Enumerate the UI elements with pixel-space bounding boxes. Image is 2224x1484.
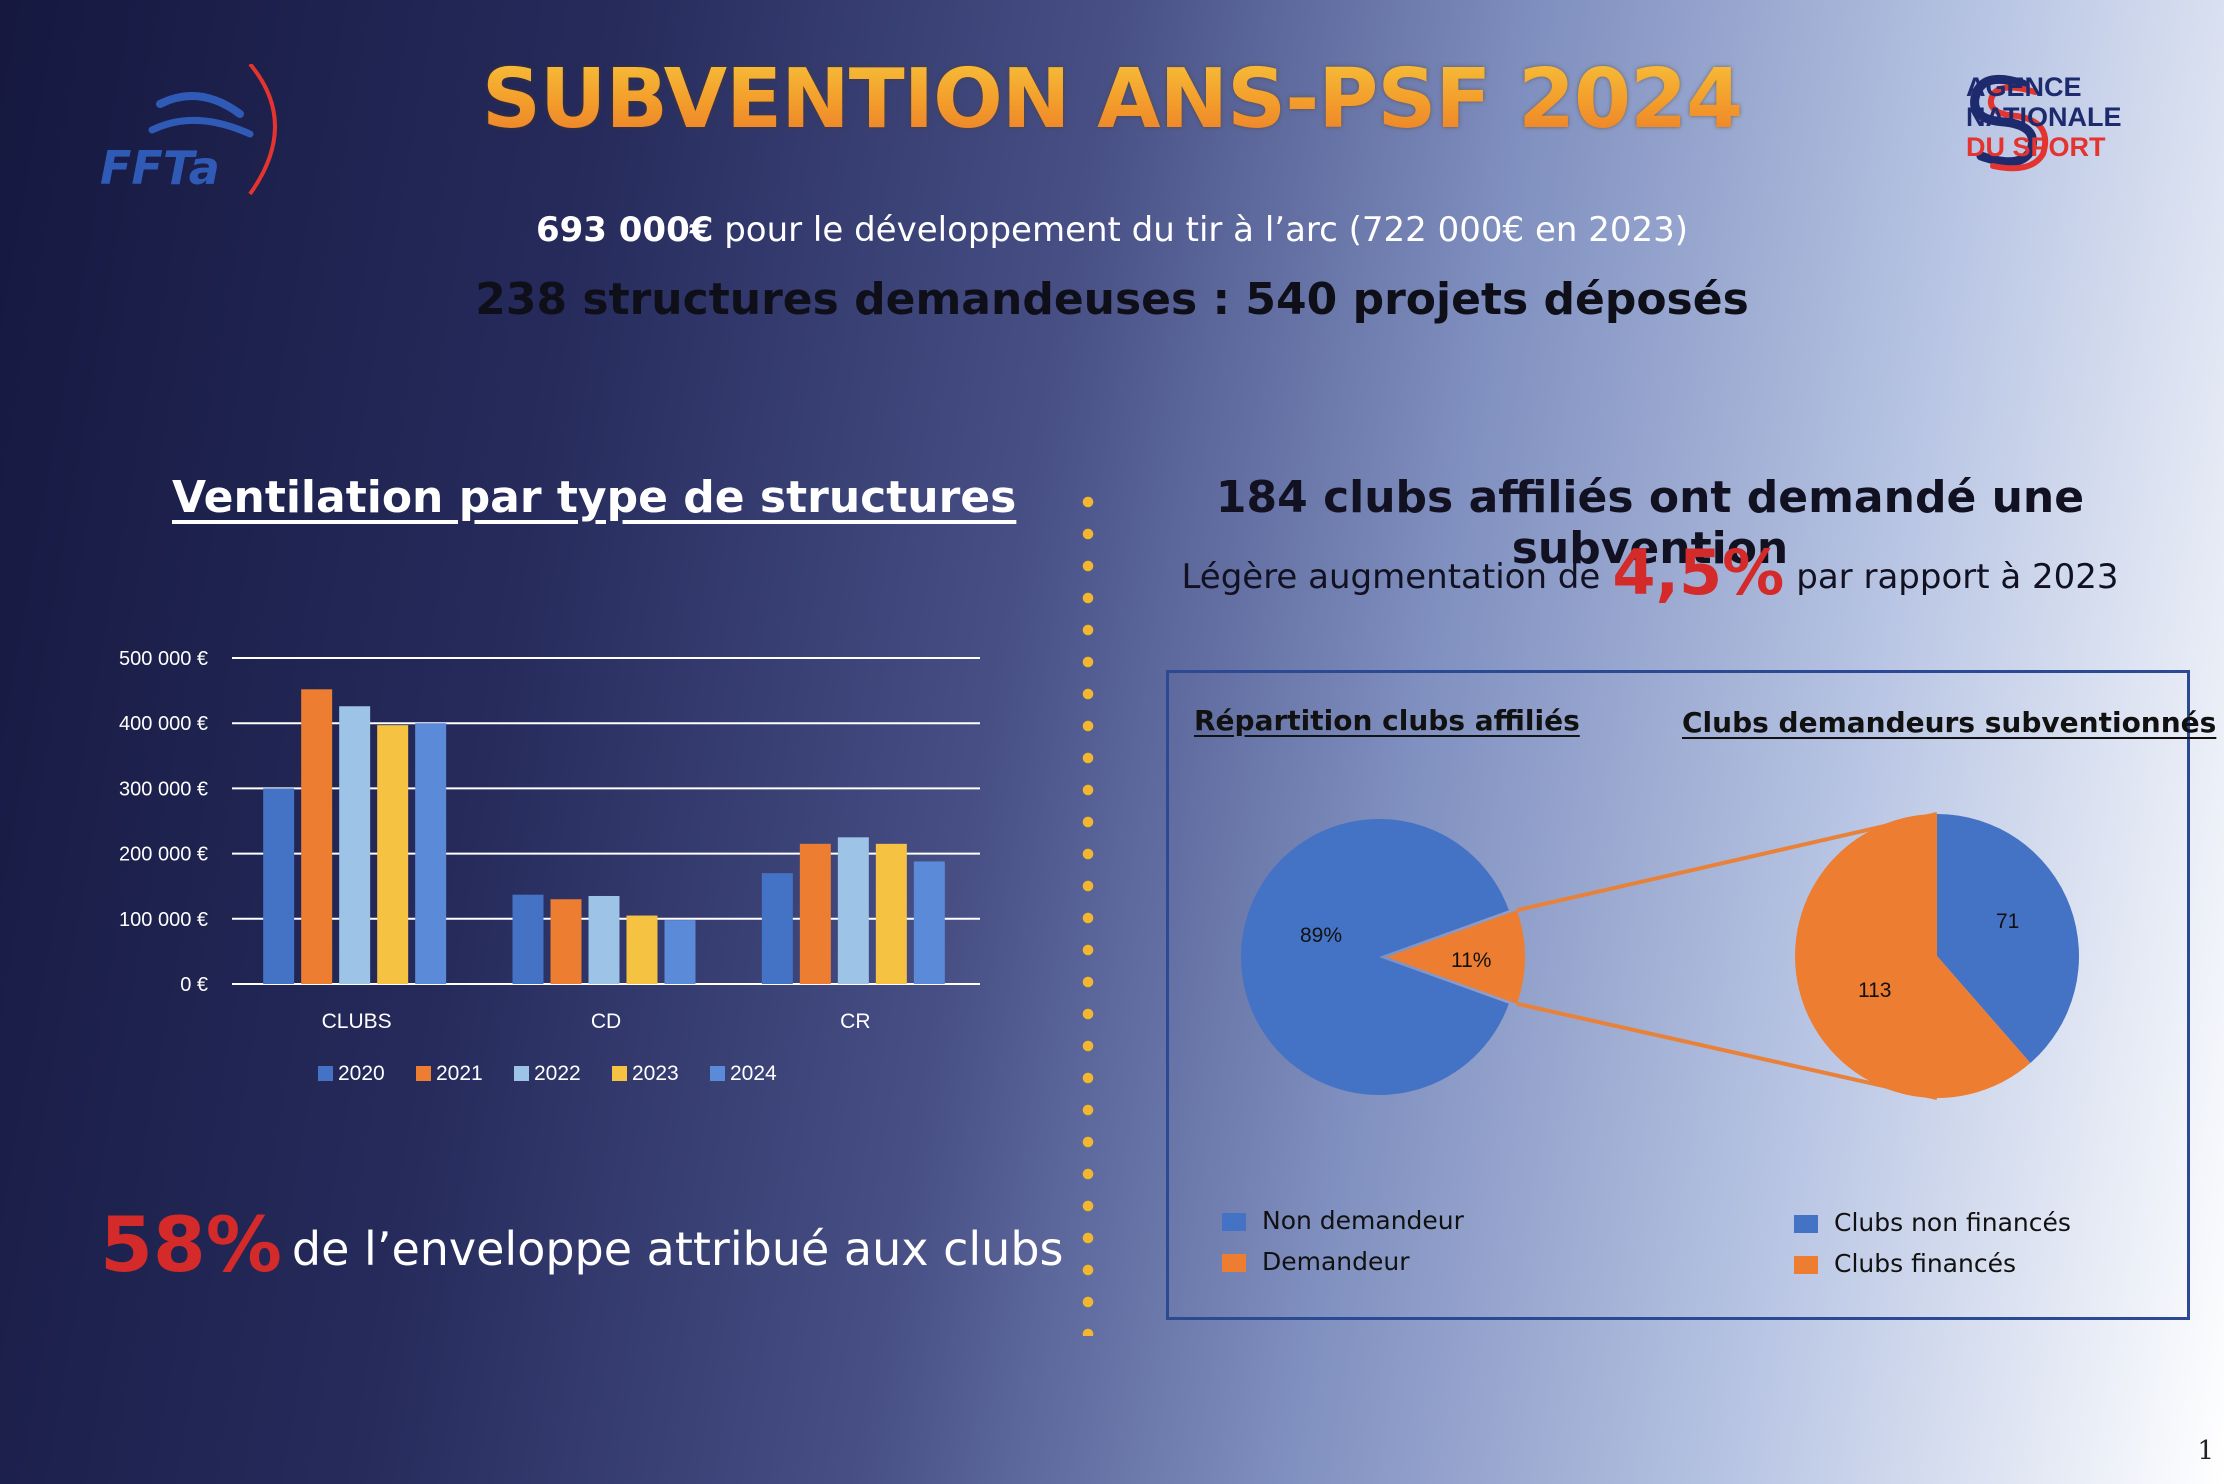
- pie-left-title: Répartition clubs affiliés: [1194, 704, 1580, 737]
- pie-slice-non-demandeur: [1241, 819, 1509, 1095]
- pie-label-71: 71: [1996, 910, 2019, 933]
- clubs-share-stat: 58% de l’enveloppe attribué aux clubs: [100, 1200, 1063, 1289]
- pie-left-legend: Non demandeur Demandeur: [1222, 1206, 1464, 1276]
- legend-item-non-finances: Clubs non financés: [1794, 1208, 2071, 1237]
- ffta-logo: FFTa: [100, 64, 277, 196]
- bar-2023-cr: [875, 843, 907, 984]
- ans-logo-text: AGENCE NATIONALE DU SPORT: [1966, 72, 2122, 162]
- bar-2024-cd: [664, 920, 696, 984]
- budget-text: pour le développement du tir à l’arc (72…: [713, 210, 1689, 250]
- bar-chart-heading: Ventilation par type de structures: [172, 472, 1017, 523]
- legend-swatch-2022: [514, 1066, 529, 1081]
- legend-label-2022: 2022: [534, 1062, 581, 1085]
- connector-line-top: [1516, 812, 1938, 913]
- pie-right-legend: Clubs non financés Clubs financés: [1794, 1208, 2071, 1278]
- x-tick-label: CD: [591, 1010, 621, 1033]
- bar-2024-clubs: [415, 723, 447, 984]
- legend-swatch-2021: [416, 1066, 431, 1081]
- y-tick-label: 100 000 €: [119, 909, 208, 931]
- clubs-heading: 184 clubs affiliés ont demandé une subve…: [1215, 472, 2085, 574]
- increase-line: Légère augmentation de 4,5% par rapport à …: [1150, 536, 2150, 609]
- y-tick-label: 300 000 €: [119, 778, 208, 800]
- legend-item-non-demandeur: Non demandeur: [1222, 1206, 1464, 1235]
- bar-2024-cr: [913, 861, 945, 984]
- pie-right-title: Clubs demandeurs subventionnés: [1682, 706, 2217, 739]
- budget-amount: 693 000€: [535, 210, 714, 250]
- page-title: SUBVENTION ANS-PSF 2024: [0, 52, 2224, 147]
- legend-label-2023: 2023: [632, 1062, 679, 1085]
- bar-2022-clubs: [339, 706, 371, 984]
- legend-label-2021: 2021: [436, 1062, 483, 1085]
- pie-slice-demandeur: [1387, 910, 1525, 1004]
- y-tick-label: 0 €: [180, 974, 208, 996]
- bar-2022-cr: [837, 837, 869, 984]
- legend-swatch-2023: [612, 1066, 627, 1081]
- bar-2021-clubs: [301, 689, 333, 984]
- connector-line-bottom: [1516, 1001, 1938, 1100]
- subtitle-structures: 238 structures demandeuses : 540 projets…: [475, 274, 1749, 325]
- increase-post: par rapport à 2023: [1796, 557, 2119, 597]
- legend-label: Demandeur: [1262, 1247, 1410, 1276]
- pie-chart-panel: [1166, 670, 2190, 1320]
- ans-logo-icon: [1970, 74, 2049, 172]
- x-tick-label: CR: [840, 1010, 870, 1033]
- legend-swatch-2024: [710, 1066, 725, 1081]
- legend-swatch: [1222, 1213, 1246, 1231]
- legend-label-2024: 2024: [730, 1062, 777, 1085]
- bar-2020-clubs: [263, 788, 295, 984]
- y-tick-label: 200 000 €: [119, 844, 208, 866]
- legend-label-2020: 2020: [338, 1062, 385, 1085]
- x-tick-label: CLUBS: [322, 1010, 392, 1033]
- bar-2023-clubs: [377, 725, 409, 984]
- legend-swatch: [1794, 1256, 1818, 1274]
- page-number: 1: [2197, 1436, 2214, 1466]
- bar-2020-cd: [512, 894, 544, 984]
- legend-label: Clubs financés: [1834, 1249, 2016, 1278]
- pie-slice-finances: [1795, 814, 2031, 1098]
- legend-swatch-2020: [318, 1066, 333, 1081]
- ffta-logo-text: FFTa: [100, 141, 220, 195]
- bar-2020-cr: [761, 873, 793, 984]
- pie-label-11: 11%: [1451, 949, 1491, 972]
- legend-swatch: [1794, 1215, 1818, 1233]
- bar-2021-cd: [550, 899, 582, 984]
- bar-2021-cr: [799, 843, 831, 984]
- pie-slice-non-finances: [1937, 814, 2079, 1064]
- bar-chart: 500 000 € 400 000 € 300 000 € 200 000 € 100 …: [119, 648, 980, 1085]
- subtitle-budget: 693 000€ pour le développement du tir à …: [0, 210, 2224, 250]
- clubs-share-text: de l’enveloppe attribué aux clubs: [291, 1222, 1064, 1276]
- legend-label: Clubs non financés: [1834, 1208, 2071, 1237]
- ans-line3: DU SPORT: [1966, 132, 2106, 162]
- pie-label-89: 89%: [1300, 924, 1342, 947]
- increase-value: 4,5%: [1612, 536, 1785, 609]
- increase-pre: Légère augmentation de: [1181, 557, 1601, 597]
- legend-label: Non demandeur: [1262, 1206, 1464, 1235]
- pie-charts: 89% 11% 71 113: [1241, 812, 2079, 1100]
- dotted-divider: [1082, 486, 1094, 1336]
- pie-label-113: 113: [1858, 979, 1891, 1002]
- y-tick-label: 400 000 €: [119, 713, 208, 735]
- bar-2023-cd: [626, 915, 658, 984]
- clubs-share-value: 58%: [100, 1200, 282, 1289]
- legend-item-demandeur: Demandeur: [1222, 1247, 1464, 1276]
- ans-line2: NATIONALE: [1966, 102, 2122, 132]
- y-tick-label: 500 000 €: [119, 648, 208, 670]
- legend-swatch: [1222, 1254, 1246, 1272]
- legend-item-finances: Clubs financés: [1794, 1249, 2071, 1278]
- ans-line1: AGENCE: [1966, 72, 2082, 102]
- bar-2022-cd: [588, 895, 620, 984]
